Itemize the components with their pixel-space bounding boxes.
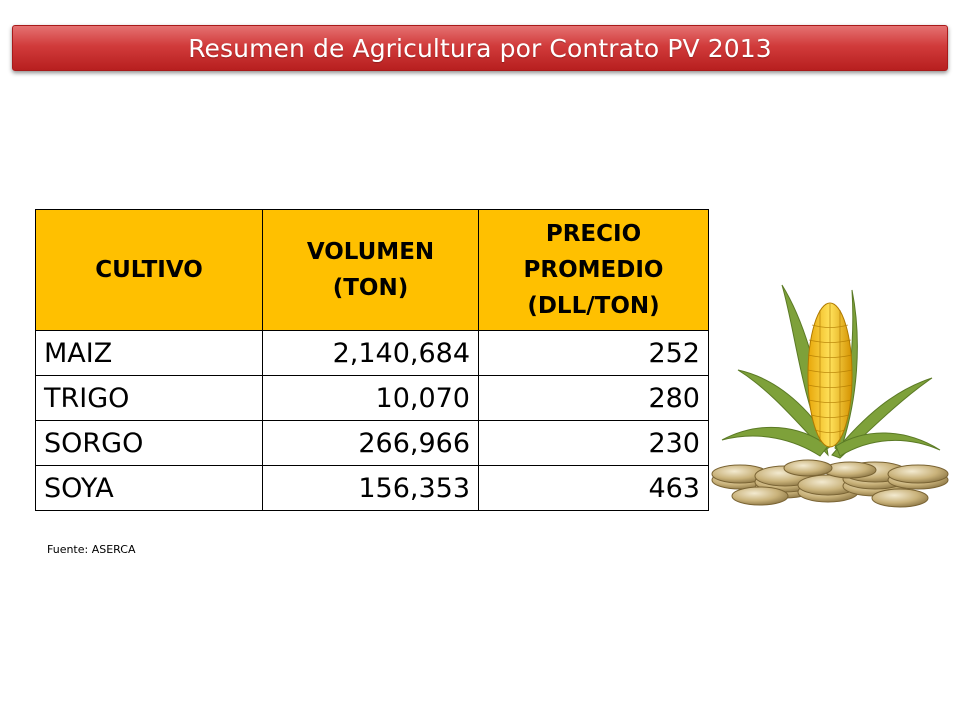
table-row: SORGO 266,966 230 [35, 420, 709, 466]
cell-volumen: 156,353 [262, 465, 479, 511]
corn-cob-icon [807, 302, 853, 448]
cell-volumen: 266,966 [262, 420, 479, 466]
cell-volumen: 10,070 [262, 375, 479, 421]
header-volumen: VOLUMEN (TON) [262, 209, 479, 331]
table-row: MAIZ 2,140,684 252 [35, 330, 709, 376]
cell-cultivo: MAIZ [35, 330, 263, 376]
header-cultivo: CULTIVO [35, 209, 263, 331]
coin-stack-icon [711, 459, 949, 508]
cell-cultivo: TRIGO [35, 375, 263, 421]
corn-and-coins-illustration [711, 284, 949, 508]
crop-table: CULTIVO VOLUMEN (TON) PRECIO PROMEDIO (D… [35, 209, 709, 511]
cell-precio: 280 [478, 375, 709, 421]
cell-precio: 230 [478, 420, 709, 466]
slide-title: Resumen de Agricultura por Contrato PV 2… [188, 33, 772, 63]
cell-precio: 463 [478, 465, 709, 511]
cell-volumen: 2,140,684 [262, 330, 479, 376]
table-row: SOYA 156,353 463 [35, 465, 709, 511]
cell-cultivo: SOYA [35, 465, 263, 511]
source-note: Fuente: ASERCA [47, 543, 136, 556]
header-precio: PRECIO PROMEDIO (DLL/TON) [478, 209, 709, 331]
table-row: TRIGO 10,070 280 [35, 375, 709, 421]
cell-cultivo: SORGO [35, 420, 263, 466]
cell-precio: 252 [478, 330, 709, 376]
table-header-row: CULTIVO VOLUMEN (TON) PRECIO PROMEDIO (D… [35, 209, 709, 331]
title-banner: Resumen de Agricultura por Contrato PV 2… [12, 25, 948, 71]
